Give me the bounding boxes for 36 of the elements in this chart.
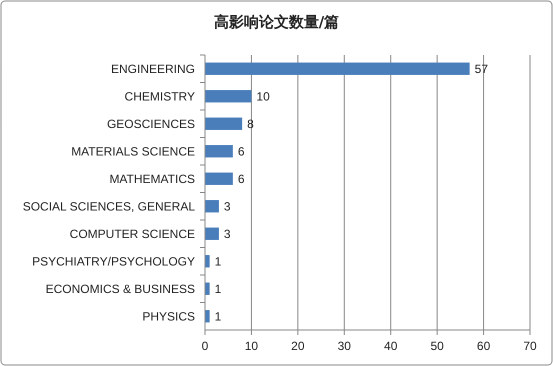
data-label: 57 [474, 62, 488, 76]
data-label: 1 [214, 309, 222, 324]
data-label: 6 [238, 144, 245, 158]
data-label: 8 [247, 116, 254, 131]
data-label: 6 [238, 172, 245, 186]
data-label: 3 [224, 199, 231, 214]
data-label: 10 [256, 89, 270, 104]
data-label: 1 [214, 282, 222, 296]
x-tick-label: 70 [523, 339, 537, 353]
y-tick-label: MATERIALS SCIENCE [71, 144, 195, 158]
y-tick-label: PHYSICS [142, 309, 195, 324]
y-tick-label: ECONOMICS & BUSINESS [46, 282, 195, 296]
chart-title: 高影响论文数量/篇 [214, 13, 340, 31]
data-label: 1 [214, 254, 222, 268]
y-tick-label: PSYCHIATRY/PSYCHOLOGY [32, 254, 195, 268]
y-tick-label: CHEMISTRY [124, 89, 195, 104]
x-tick-label: 50 [430, 339, 444, 353]
x-tick-label: 10 [244, 339, 258, 353]
y-tick-label: GEOSCIENCES [106, 116, 195, 131]
y-tick-label: ENGINEERING [110, 62, 195, 76]
x-tick-label: 20 [291, 339, 305, 353]
x-tick-label: 60 [476, 339, 491, 353]
y-tick-label: MATHEMATICS [109, 172, 195, 186]
bar [205, 118, 242, 130]
x-tick-label: 40 [384, 339, 398, 353]
x-tick-label: 30 [338, 339, 352, 353]
bar [205, 228, 219, 240]
bar [205, 62, 470, 75]
bar [205, 145, 233, 158]
data-label: 3 [224, 226, 231, 241]
y-tick-label: SOCIAL SCIENCES, GENERAL [22, 199, 196, 214]
y-tick-label: COMPUTER SCIENCE [70, 226, 195, 241]
bar [205, 200, 219, 212]
bar [205, 90, 252, 102]
bar [205, 172, 233, 185]
x-tick-label: 0 [202, 339, 209, 353]
